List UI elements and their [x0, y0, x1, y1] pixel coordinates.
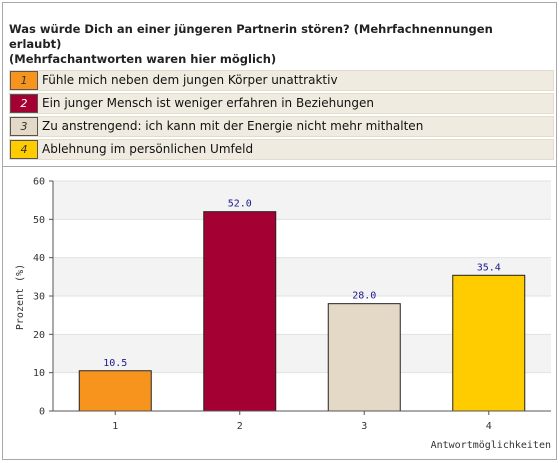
x-tick-label: 3 — [361, 421, 367, 432]
question-title: Was würde Dich an einer jüngeren Partner… — [9, 22, 493, 51]
legend-swatch: 1 — [10, 71, 38, 90]
y-axis-label: Prozent (%) — [15, 264, 26, 330]
y-tick-label: 50 — [33, 215, 45, 226]
bar-1 — [78, 370, 152, 412]
legend-swatch: 4 — [10, 140, 38, 159]
legend-swatch: 3 — [10, 117, 38, 136]
grid-band — [53, 219, 551, 258]
legend-item-1: 1 Fühle mich neben dem jungen Körper una… — [9, 70, 554, 91]
legend-label: Zu anstrengend: ich kann mit der Energie… — [42, 119, 424, 133]
y-tick-label: 20 — [33, 330, 45, 341]
y-tick-label: 0 — [39, 407, 45, 418]
legend-label: Ein junger Mensch ist weniger erfahren i… — [42, 96, 375, 110]
legend-swatch: 2 — [10, 94, 38, 113]
legend-item-3: 3 Zu anstrengend: ich kann mit der Energ… — [9, 116, 554, 137]
bar-3 — [327, 303, 401, 412]
poll-header: Was würde Dich an einer jüngeren Partner… — [3, 3, 556, 167]
y-tick-label: 30 — [33, 292, 45, 303]
bar-value-label: 28.0 — [352, 291, 376, 302]
y-tick-label: 40 — [33, 253, 45, 264]
x-tick-label: 2 — [237, 421, 243, 432]
y-tick-label: 10 — [33, 368, 45, 379]
bar-chart: 10.5 52.0 28.0 35.4 0 10 20 30 40 50 60 1 2 3 4 Proze… — [15, 177, 551, 451]
question-text: Was würde Dich an einer jüngeren Partner… — [9, 22, 549, 67]
bar-4 — [452, 274, 526, 412]
legend-label: Fühle mich neben dem jungen Körper unatt… — [42, 73, 338, 87]
x-axis-label: Antwortmöglichkeiten — [431, 440, 551, 451]
bar-value-label: 35.4 — [477, 262, 501, 273]
legend-item-2: 2 Ein junger Mensch ist weniger erfahren… — [9, 93, 554, 114]
question-note: (Mehrfachantworten waren hier möglich) — [9, 52, 277, 66]
bar-value-label: 52.0 — [228, 199, 252, 210]
bars: 10.5 52.0 28.0 35.4 — [78, 199, 526, 412]
x-tick-label: 4 — [486, 421, 492, 432]
legend-item-4: 4 Ablehnung im persönlichen Umfeld — [9, 139, 554, 160]
grid-band — [53, 181, 551, 220]
legend-label: Ablehnung im persönlichen Umfeld — [42, 142, 254, 156]
y-tick-label: 60 — [33, 177, 45, 188]
x-tick-label: 1 — [112, 421, 118, 432]
axes: 0 10 20 30 40 50 60 1 2 3 4 — [33, 177, 551, 432]
bar-value-label: 10.5 — [103, 358, 127, 369]
bar-2 — [203, 211, 277, 412]
